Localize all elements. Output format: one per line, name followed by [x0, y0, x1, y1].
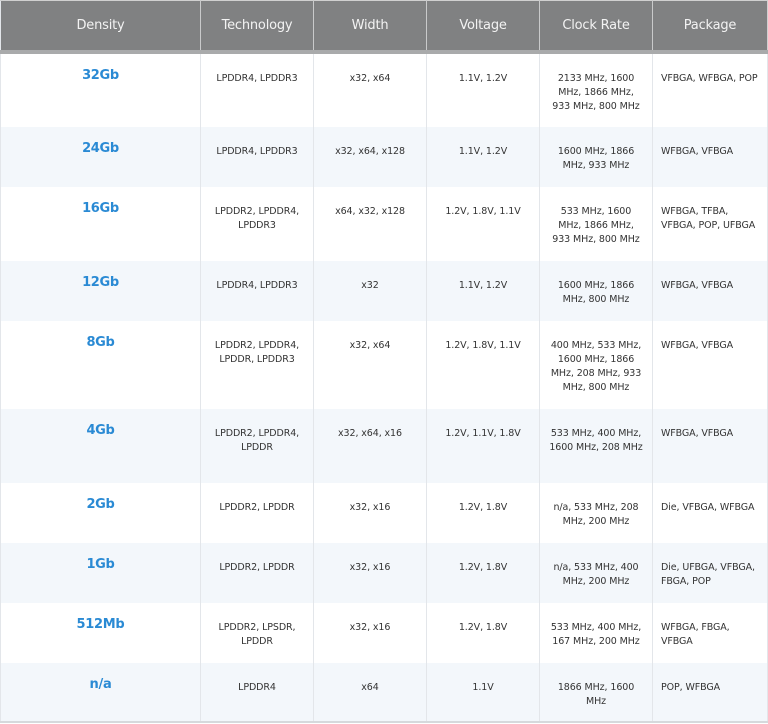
package-cell: WFBGA, VFBGA — [652, 127, 768, 187]
voltage-cell: 1.2V, 1.8V, 1.1V — [426, 187, 540, 261]
width-cell: x32, x64 — [313, 52, 427, 127]
header-clock-rate[interactable]: Clock Rate — [539, 0, 653, 54]
technology-cell: LPDDR4, LPDDR3 — [200, 52, 314, 127]
package-cell: WFBGA, VFBGA — [652, 261, 768, 321]
technology-cell: LPDDR2, LPDDR — [200, 543, 314, 603]
width-cell: x32, x16 — [313, 543, 427, 603]
package-cell: Die, UFBGA, VFBGA, FBGA, POP — [652, 543, 768, 603]
package-cell: WFBGA, TFBA, VFBGA, POP, UFBGA — [652, 187, 768, 261]
clock-rate-cell: 533 MHz, 1600 MHz, 1866 MHz, 933 MHz, 80… — [539, 187, 653, 261]
voltage-cell: 1.1V, 1.2V — [426, 127, 540, 187]
header-technology[interactable]: Technology — [200, 0, 314, 54]
table-row: 32Gb LPDDR4, LPDDR3 x32, x64 1.1V, 1.2V … — [0, 52, 768, 127]
table-row: 2Gb LPDDR2, LPDDR x32, x16 1.2V, 1.8V n/… — [0, 483, 768, 543]
width-cell: x32, x16 — [313, 483, 427, 543]
technology-cell: LPDDR2, LPSDR, LPDDR — [200, 603, 314, 663]
density-cell: 1Gb — [0, 543, 201, 603]
width-cell: x32 — [313, 261, 427, 321]
voltage-cell: 1.2V, 1.1V, 1.8V — [426, 409, 540, 483]
header-voltage[interactable]: Voltage — [426, 0, 540, 54]
package-cell: Die, VFBGA, WFBGA — [652, 483, 768, 543]
package-cell: WFBGA, FBGA, VFBGA — [652, 603, 768, 663]
density-link[interactable]: 512Mb — [76, 617, 125, 632]
voltage-cell: 1.2V, 1.8V — [426, 543, 540, 603]
technology-cell: LPDDR2, LPDDR — [200, 483, 314, 543]
table-row: 8Gb LPDDR2, LPDDR4, LPDDR, LPDDR3 x32, x… — [0, 321, 768, 409]
density-link[interactable]: 4Gb — [86, 423, 115, 438]
density-link[interactable]: 1Gb — [86, 557, 115, 572]
voltage-cell: 1.1V — [426, 663, 540, 722]
density-cell: 24Gb — [0, 127, 201, 187]
clock-rate-cell: 533 MHz, 400 MHz, 167 MHz, 200 MHz — [539, 603, 653, 663]
clock-rate-cell: 533 MHz, 400 MHz, 1600 MHz, 208 MHz — [539, 409, 653, 483]
table-row: 4Gb LPDDR2, LPDDR4, LPDDR x32, x64, x16 … — [0, 409, 768, 483]
density-link[interactable]: 24Gb — [82, 141, 119, 156]
density-link[interactable]: 12Gb — [82, 275, 119, 290]
width-cell: x32, x64, x16 — [313, 409, 427, 483]
density-cell: 8Gb — [0, 321, 201, 409]
width-cell: x32, x64 — [313, 321, 427, 409]
package-cell: POP, WFBGA — [652, 663, 768, 722]
package-cell: WFBGA, VFBGA — [652, 321, 768, 409]
width-cell: x32, x64, x128 — [313, 127, 427, 187]
technology-cell: LPDDR2, LPDDR4, LPDDR — [200, 409, 314, 483]
header-row: Density Technology Width Voltage Clock R… — [0, 0, 768, 54]
package-cell: WFBGA, VFBGA — [652, 409, 768, 483]
header-width[interactable]: Width — [313, 0, 427, 54]
voltage-cell: 1.2V, 1.8V — [426, 603, 540, 663]
table-row: 512Mb LPDDR2, LPSDR, LPDDR x32, x16 1.2V… — [0, 603, 768, 663]
voltage-cell: 1.1V, 1.2V — [426, 52, 540, 127]
table-row: 1Gb LPDDR2, LPDDR x32, x16 1.2V, 1.8V n/… — [0, 543, 768, 603]
density-link[interactable]: 32Gb — [82, 68, 119, 83]
clock-rate-cell: 1600 MHz, 1866 MHz, 933 MHz — [539, 127, 653, 187]
density-cell: 512Mb — [0, 603, 201, 663]
technology-cell: LPDDR2, LPDDR4, LPDDR, LPDDR3 — [200, 321, 314, 409]
density-cell: 12Gb — [0, 261, 201, 321]
table-row: 16Gb LPDDR2, LPDDR4, LPDDR3 x64, x32, x1… — [0, 187, 768, 261]
voltage-cell: 1.2V, 1.8V — [426, 483, 540, 543]
clock-rate-cell: 1866 MHz, 1600 MHz — [539, 663, 653, 722]
header-package[interactable]: Package — [652, 0, 768, 54]
clock-rate-cell: 400 MHz, 533 MHz, 1600 MHz, 1866 MHz, 20… — [539, 321, 653, 409]
table-body: 32Gb LPDDR4, LPDDR3 x32, x64 1.1V, 1.2V … — [0, 52, 768, 722]
density-link[interactable]: 16Gb — [82, 201, 119, 216]
table-header: Density Technology Width Voltage Clock R… — [0, 0, 768, 54]
header-density[interactable]: Density — [0, 0, 201, 54]
density-cell: 16Gb — [0, 187, 201, 261]
density-cell: n/a — [0, 663, 201, 722]
width-cell: x64 — [313, 663, 427, 722]
table-row: 12Gb LPDDR4, LPDDR3 x32 1.1V, 1.2V 1600 … — [0, 261, 768, 321]
table-row: n/a LPDDR4 x64 1.1V 1866 MHz, 1600 MHz P… — [0, 663, 768, 722]
density-cell: 2Gb — [0, 483, 201, 543]
density-link[interactable]: 2Gb — [86, 497, 115, 512]
clock-rate-cell: n/a, 533 MHz, 208 MHz, 200 MHz — [539, 483, 653, 543]
voltage-cell: 1.1V, 1.2V — [426, 261, 540, 321]
table-row: 24Gb LPDDR4, LPDDR3 x32, x64, x128 1.1V,… — [0, 127, 768, 187]
technology-cell: LPDDR2, LPDDR4, LPDDR3 — [200, 187, 314, 261]
clock-rate-cell: n/a, 533 MHz, 400 MHz, 200 MHz — [539, 543, 653, 603]
technology-cell: LPDDR4 — [200, 663, 314, 722]
technology-cell: LPDDR4, LPDDR3 — [200, 261, 314, 321]
clock-rate-cell: 2133 MHz, 1600 MHz, 1866 MHz, 933 MHz, 8… — [539, 52, 653, 127]
density-link[interactable]: 8Gb — [86, 335, 115, 350]
package-cell: VFBGA, WFBGA, POP — [652, 52, 768, 127]
density-cell: 32Gb — [0, 52, 201, 127]
density-cell: 4Gb — [0, 409, 201, 483]
density-link[interactable]: n/a — [89, 677, 112, 692]
width-cell: x64, x32, x128 — [313, 187, 427, 261]
width-cell: x32, x16 — [313, 603, 427, 663]
clock-rate-cell: 1600 MHz, 1866 MHz, 800 MHz — [539, 261, 653, 321]
technology-cell: LPDDR4, LPDDR3 — [200, 127, 314, 187]
voltage-cell: 1.2V, 1.8V, 1.1V — [426, 321, 540, 409]
